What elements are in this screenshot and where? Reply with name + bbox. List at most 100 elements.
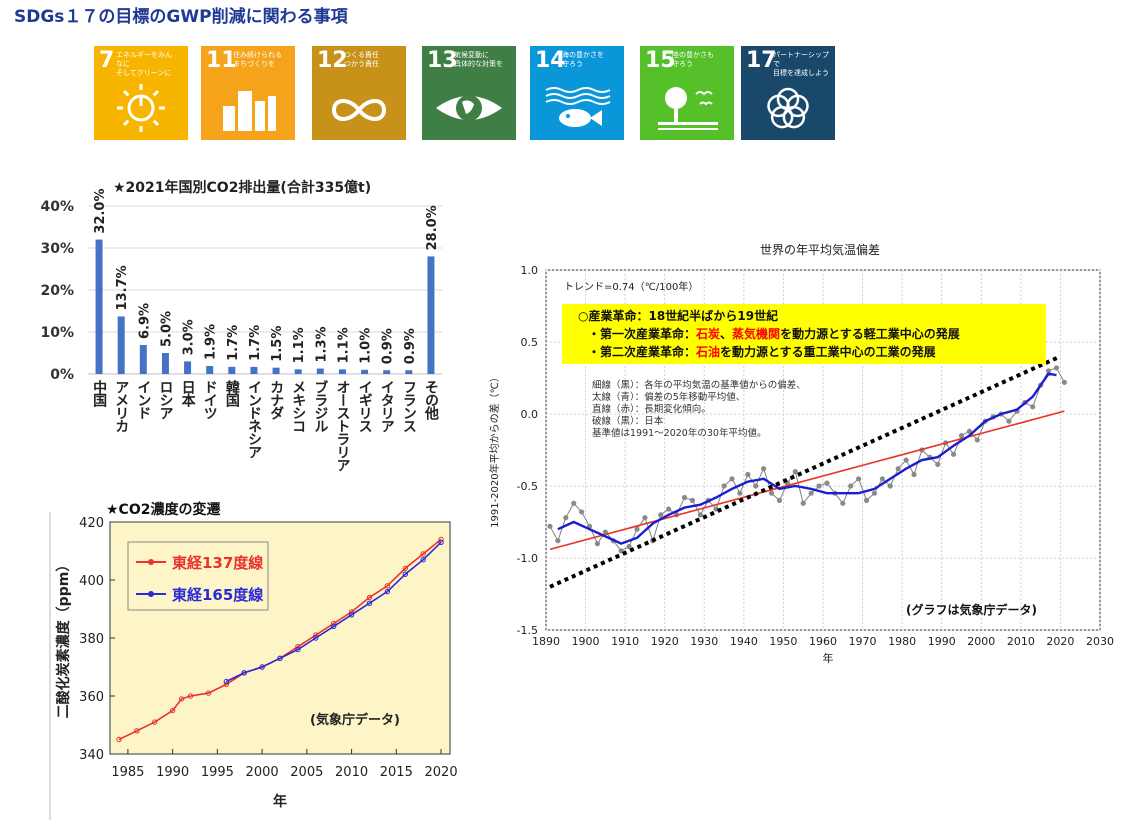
co2-concentration-chart: ★CO2濃度の変遷 340 360 380 400 420 1985 1990 1995 2000…: [49, 501, 458, 820]
category-label: その他: [423, 380, 440, 421]
x-tick-label: 1950: [769, 635, 797, 648]
moving-average-line: [557, 372, 1057, 545]
data-point: [634, 526, 640, 532]
data-point: [579, 509, 585, 515]
data-point: [594, 541, 601, 547]
category-label: 中国: [91, 379, 107, 408]
category-label: 日本: [180, 380, 196, 408]
sdg-goal-text: 住み続けられる まちづくりを: [233, 51, 282, 68]
data-point: [384, 588, 391, 595]
y-tick-label: 400: [79, 574, 104, 589]
data-point: [366, 594, 373, 601]
data-point: [816, 483, 822, 489]
category-label: オーストラリア: [334, 380, 350, 472]
data-point: [887, 483, 893, 489]
bar-value-label: 1.0%: [359, 328, 374, 364]
data-point: [152, 719, 158, 725]
x-tick-label: 1990: [156, 765, 189, 780]
category-label: カナダ: [268, 380, 284, 420]
data-point: [438, 539, 444, 545]
sdg-goal-14: 14 海の豊かさを 守ろう: [530, 46, 624, 140]
y-tick-label: 1.0: [521, 264, 539, 277]
x-tick-label: 2015: [380, 765, 413, 780]
bar: [338, 369, 346, 374]
data-point: [642, 515, 648, 521]
data-point: [761, 466, 767, 472]
data-point: [658, 512, 664, 518]
chart-title: 世界の年平均気温偏差: [760, 242, 880, 257]
category-label: ドイツ: [202, 380, 218, 420]
data-point: [563, 515, 569, 521]
legend-note: 太線（青）：偏差の5年移動平均値、: [592, 391, 745, 403]
sdg-goal-13: 13 気候変動に 具体的な対策を: [422, 46, 516, 140]
data-point: [848, 483, 854, 489]
data-point: [792, 469, 798, 475]
bar-value-label: 0.9%: [381, 328, 396, 364]
data-point: [1006, 418, 1012, 424]
x-tick-label: 2020: [1046, 635, 1074, 648]
data-point: [223, 678, 230, 685]
y-tick-label: 0%: [50, 367, 74, 383]
x-tick-label: 1995: [201, 765, 234, 780]
category-label: イギリス: [357, 380, 373, 433]
data-point: [856, 476, 862, 482]
sdg-goal-text: 気候変動に 具体的な対策を: [454, 51, 503, 68]
legend-marker: [148, 591, 154, 597]
data-point: [974, 437, 980, 443]
data-point: [776, 497, 783, 503]
bar-value-label: 5.0%: [159, 311, 174, 347]
x-tick-label: 2010: [335, 765, 368, 780]
data-point: [555, 538, 561, 544]
data-point: [1045, 368, 1052, 374]
y-tick-label: 380: [79, 632, 104, 647]
bar: [427, 256, 435, 374]
x-tick-label: 1910: [611, 635, 639, 648]
sdg-goal-number: 7: [99, 48, 115, 73]
data-point: [935, 461, 941, 467]
data-point: [366, 600, 373, 606]
x-tick-label: 1890: [532, 635, 560, 648]
sdg-goal-text: エネルギーをみんなに そしてクリーンに: [116, 51, 172, 77]
y-tick-label: 30%: [40, 241, 74, 257]
data-point: [116, 736, 122, 743]
bar: [361, 369, 369, 374]
y-axis-label: 二酸化炭素濃度（ppm）: [55, 558, 72, 719]
bar: [184, 361, 192, 374]
bar-value-label: 1.7%: [248, 325, 263, 361]
data-point: [808, 490, 814, 496]
legend-box: [127, 541, 269, 611]
x-tick-label: 1930: [690, 635, 718, 648]
sdg-goal-number: 13: [427, 48, 458, 73]
data-point: [824, 480, 830, 486]
data-point: [1061, 379, 1067, 385]
sdg-goal-text: 海の豊かさを 守ろう: [562, 51, 604, 68]
data-point: [178, 696, 185, 702]
y-tick-label: -1.5: [517, 624, 538, 637]
category-label: イタリア: [379, 380, 395, 433]
sdg-goal-number: 15: [645, 48, 676, 73]
page-title: SDGs１７の目標のGWP削減に関わる事項: [14, 7, 348, 27]
category-label: ロシア: [157, 380, 173, 420]
bar-value-label: 32.0%: [93, 188, 108, 233]
y-tick-label: 360: [79, 690, 104, 705]
tree-birds-icon: [658, 87, 718, 130]
data-point: [384, 583, 391, 589]
bar-value-label: 28.0%: [425, 205, 440, 250]
bar: [139, 345, 147, 374]
plot-area: [109, 521, 451, 755]
x-tick-label: 1970: [849, 635, 877, 648]
x-tick-label: 2000: [246, 765, 279, 780]
data-point: [879, 476, 885, 482]
data-point: [1030, 404, 1036, 410]
legend-note: 直線（赤）：長期変化傾向。: [592, 403, 711, 415]
sdg-goal-11: 11 住み続けられる まちづくりを: [201, 46, 295, 140]
data-point: [571, 500, 577, 506]
bar: [294, 369, 302, 374]
data-point: [241, 670, 247, 676]
sdg-goal-number: 17: [746, 48, 777, 73]
data-point: [966, 428, 973, 434]
y-tick-label: 420: [79, 516, 104, 531]
data-point: [895, 466, 901, 472]
data-point: [402, 565, 408, 572]
data-point: [721, 483, 727, 489]
